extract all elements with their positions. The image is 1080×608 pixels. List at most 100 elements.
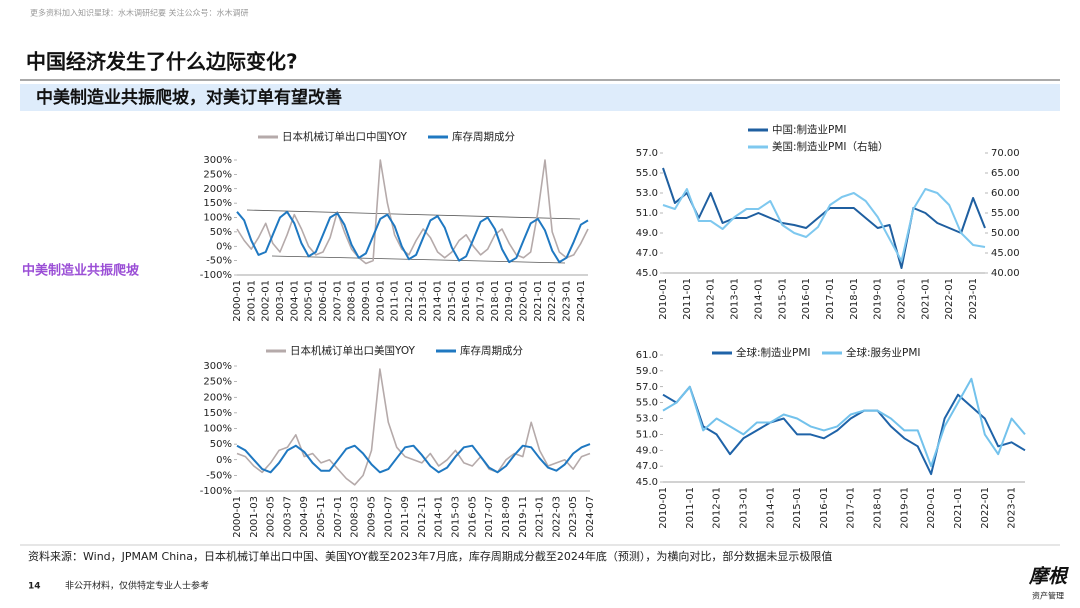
x-tick-label: 2015-01: [777, 278, 788, 320]
x-tick-label: 2012-01: [404, 280, 415, 322]
x-tick-label: 2019-01: [504, 280, 515, 322]
legend-label: 全球:制造业PMI: [736, 346, 811, 359]
legend-label: 库存周期成分: [460, 344, 523, 357]
legend-label: 全球:服务业PMI: [846, 346, 921, 359]
x-tick-label: 2023-01: [562, 280, 573, 322]
disclaimer: 非公开材料，仅供特定专业人士参考: [65, 580, 209, 592]
x-tick-label: 2017-07: [484, 496, 495, 538]
legend-label: 库存周期成分: [452, 130, 515, 143]
x-tick-label: 2013-01: [730, 278, 741, 320]
y-tick-label: 150%: [203, 198, 232, 209]
x-tick-label: 2014-01: [765, 487, 776, 529]
y-tick-label: -50%: [206, 256, 232, 267]
x-tick-label: 2021-01: [533, 280, 544, 322]
y-tick-label: 55.0: [636, 398, 658, 409]
legend-label: 日本机械订单出口中国YOY: [282, 130, 408, 143]
x-tick-label: 2014-01: [753, 278, 764, 320]
y-tick-label: 53.0: [636, 188, 658, 199]
y-tick-label: 250%: [203, 169, 232, 180]
legend-label: 中国:制造业PMI: [772, 123, 847, 136]
x-tick-label: 2010-01: [375, 280, 386, 322]
x-tick-label: 2015-03: [451, 496, 462, 538]
x-tick-label: 2003-01: [275, 280, 286, 322]
x-tick-label: 2002-05: [266, 496, 277, 538]
y-tick-label: 47.0: [636, 248, 658, 259]
x-tick-label: 2023-01: [968, 278, 979, 320]
x-tick-label: 2012-11: [417, 496, 428, 538]
x-tick-label: 2017-01: [825, 278, 836, 320]
x-tick-label: 2015-01: [447, 280, 458, 322]
y-tick-label: 55.00: [991, 208, 1020, 219]
x-tick-label: 2000-01: [232, 496, 243, 538]
y-tick-label: 200%: [203, 184, 232, 195]
subtitle-band: [20, 84, 1060, 111]
x-tick-label: 2008-01: [347, 280, 358, 322]
y-tick-label: 45.0: [636, 477, 658, 488]
x-tick-label: 2007-01: [332, 280, 343, 322]
slide-title: 中国经济发生了什么边际变化?: [26, 50, 298, 74]
x-tick-label: 2002-01: [261, 280, 272, 322]
x-tick-label: 2015-01: [792, 487, 803, 529]
logo-sub: 资产管理: [1032, 591, 1064, 601]
y-tick-label: 65.00: [991, 168, 1020, 179]
x-tick-label: 2017-01: [846, 487, 857, 529]
x-tick-label: 2014-01: [434, 496, 445, 538]
x-tick-label: 2019-01: [873, 278, 884, 320]
legend-label: 美国:制造业PMI（右轴）: [772, 140, 889, 153]
x-tick-label: 2011-01: [682, 278, 693, 320]
subtitle: 中美制造业共振爬坡，对美订单有望改善: [36, 87, 342, 108]
y-tick-label: 45.00: [991, 248, 1020, 259]
x-tick-label: 2010-01: [658, 487, 669, 529]
x-tick-label: 2022-01: [944, 278, 955, 320]
source: 资料来源：Wind，JPMAM China，日本机械订单出口中国、美国YOY截至…: [28, 549, 832, 563]
x-tick-label: 2022-03: [551, 496, 562, 538]
x-tick-label: 2021-01: [953, 487, 964, 529]
y-tick-label: 200%: [203, 392, 232, 403]
page-number: 14: [28, 582, 41, 592]
y-tick-label: 60.00: [991, 188, 1020, 199]
x-tick-label: 2020-01: [926, 487, 937, 529]
y-tick-label: 49.0: [636, 445, 658, 456]
trend-line: [246, 209, 581, 220]
series-line: [236, 443, 591, 474]
x-tick-label: 2019-11: [518, 496, 529, 538]
x-tick-label: 2011-01: [390, 280, 401, 322]
x-tick-label: 2006-01: [318, 280, 329, 322]
x-tick-label: 2001-01: [246, 280, 257, 322]
x-tick-label: 2016-01: [461, 280, 472, 322]
x-tick-label: 2020-01: [519, 280, 530, 322]
y-tick-label: 70.00: [991, 148, 1020, 159]
y-tick-label: 40.00: [991, 268, 1020, 279]
x-tick-label: 2003-07: [282, 496, 293, 538]
y-tick-label: 50%: [210, 227, 232, 238]
x-tick-label: 2004-01: [289, 280, 300, 322]
x-tick-label: 2011-09: [400, 496, 411, 538]
y-tick-label: 55.0: [636, 168, 658, 179]
y-tick-label: 300%: [203, 155, 232, 166]
x-tick-label: 2018-01: [490, 280, 501, 322]
x-tick-label: 2014-01: [433, 280, 444, 322]
y-tick-label: 61.0: [636, 350, 658, 361]
x-tick-label: 2021-01: [920, 278, 931, 320]
y-tick-label: -50%: [206, 470, 232, 481]
side-label: 中美制造业共振爬坡: [22, 263, 140, 279]
series-line: [236, 159, 589, 265]
x-tick-label: 2018-01: [849, 278, 860, 320]
y-tick-label: 51.0: [636, 208, 658, 219]
x-tick-label: 2009-05: [366, 496, 377, 538]
y-tick-label: 49.0: [636, 228, 658, 239]
x-tick-label: 2023-05: [568, 496, 579, 538]
x-tick-label: 2010-01: [658, 278, 669, 320]
y-tick-label: 57.0: [636, 382, 658, 393]
series-line: [236, 210, 589, 264]
y-tick-label: 0%: [216, 455, 232, 466]
y-tick-label: 100%: [203, 213, 232, 224]
y-tick-label: 100%: [203, 424, 232, 435]
series-line: [236, 368, 591, 486]
y-tick-label: 50.00: [991, 228, 1020, 239]
logo: 摩根: [1028, 566, 1069, 588]
x-tick-label: 2008-03: [350, 496, 361, 538]
y-tick-label: 150%: [203, 408, 232, 419]
x-tick-label: 2024-07: [585, 496, 596, 538]
